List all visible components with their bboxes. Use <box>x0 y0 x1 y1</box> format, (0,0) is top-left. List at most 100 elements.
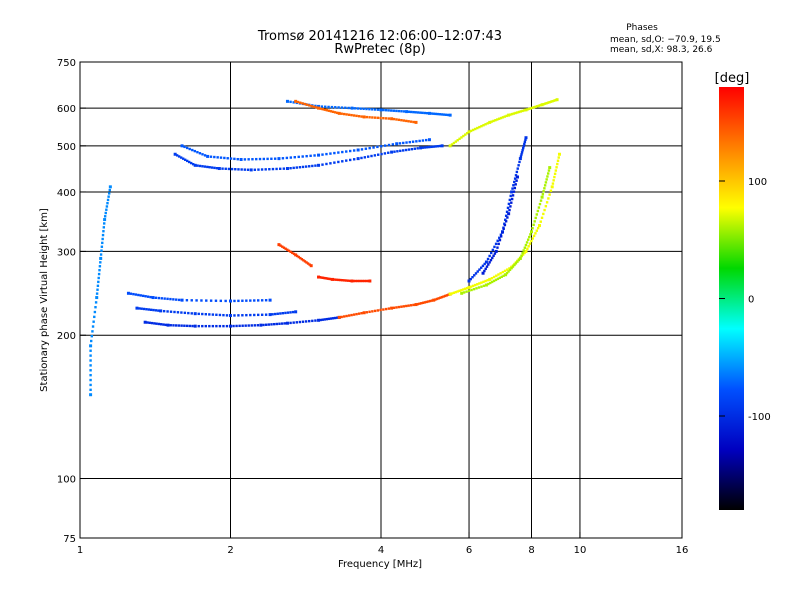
trace-dot <box>183 158 187 161</box>
trace-dot <box>498 236 501 239</box>
trace-dot <box>201 324 204 328</box>
trace-dot <box>425 111 429 115</box>
colorbar-label: [deg] <box>715 71 750 86</box>
data-point <box>427 138 431 142</box>
trace-dot <box>541 193 545 196</box>
data-point <box>362 311 366 315</box>
data-point <box>180 298 184 302</box>
data-point <box>229 299 232 303</box>
trace-dot <box>421 139 425 142</box>
data-point <box>337 315 341 319</box>
trace-dot <box>341 160 344 163</box>
y-tick-label: 500 <box>57 142 76 153</box>
trace-dot <box>215 167 219 170</box>
trace-dot <box>301 165 305 169</box>
trace-dot <box>352 313 356 316</box>
trace-dot <box>201 153 204 156</box>
trace-dot <box>253 168 257 171</box>
data-point <box>317 104 321 108</box>
trace-dot <box>496 239 499 243</box>
trace-dot <box>197 324 200 328</box>
trace-dot <box>218 324 222 328</box>
trace-dot <box>163 297 166 300</box>
trace-dot <box>208 313 211 316</box>
trace-dot <box>104 211 107 215</box>
trace-dot <box>430 112 433 115</box>
trace-dot <box>296 100 300 104</box>
trace-dot <box>253 313 256 317</box>
trace-dot <box>203 165 207 168</box>
data-point <box>390 150 394 154</box>
trace-dot <box>339 278 342 282</box>
trace-dot <box>492 279 496 283</box>
trace-dot <box>536 209 540 213</box>
trace-dot <box>465 132 469 135</box>
trace-dot <box>154 309 158 312</box>
phase-trace <box>481 175 519 275</box>
data-point <box>317 318 321 322</box>
trace-dot <box>289 321 292 325</box>
trace-dot <box>203 154 207 157</box>
trace-dot <box>147 308 151 311</box>
trace-dot <box>523 251 526 255</box>
trace-dot <box>211 313 215 316</box>
trace-dot <box>545 102 548 105</box>
trace-dot <box>96 284 100 288</box>
data-point <box>432 298 436 302</box>
phase-trace <box>448 152 561 296</box>
trace-dot <box>482 280 485 284</box>
trace-dot <box>306 262 310 265</box>
trace-dot <box>399 149 402 153</box>
trace-dot <box>100 249 103 252</box>
trace-dot <box>513 263 516 267</box>
trace-dot <box>425 146 429 149</box>
x-tick-label: 10 <box>574 545 587 556</box>
trace-dot <box>513 186 517 190</box>
trace-dot <box>221 167 224 170</box>
trace-dot <box>402 110 406 113</box>
trace-dot <box>169 324 172 327</box>
trace-dot <box>373 309 377 313</box>
trace-dot <box>423 111 427 115</box>
data-point <box>317 163 321 167</box>
data-point <box>448 292 452 296</box>
data-point <box>467 285 471 289</box>
trace-dot <box>134 293 138 296</box>
trace-dot <box>347 113 351 116</box>
trace-dot <box>296 254 299 258</box>
data-point <box>515 175 519 179</box>
trace-dot <box>515 170 519 174</box>
trace-dot <box>107 195 110 198</box>
trace-dot <box>452 141 456 145</box>
stats-heading: Phases <box>626 23 658 33</box>
data-point <box>524 108 528 112</box>
trace-dot <box>337 278 340 282</box>
data-point <box>368 279 372 283</box>
trace-dot <box>514 262 518 265</box>
trace-dot <box>528 107 531 111</box>
data-point <box>427 111 431 115</box>
trace-dot <box>322 276 326 280</box>
trace-dot <box>379 308 382 312</box>
trace-dot <box>476 270 479 273</box>
trace-dot <box>145 308 148 311</box>
trace-dot <box>327 105 330 109</box>
trace-dot <box>89 369 92 372</box>
trace-dot <box>233 157 236 161</box>
trace-dot <box>499 272 502 275</box>
trace-dot <box>359 279 363 283</box>
trace-dot <box>222 324 225 328</box>
trace-dot <box>245 299 248 302</box>
trace-dot <box>270 157 273 160</box>
x-tick-label: 1 <box>77 545 83 556</box>
trace-dot <box>371 116 374 119</box>
trace-dot <box>292 166 295 170</box>
trace-dot <box>365 279 368 283</box>
x-tick-label: 16 <box>676 545 689 556</box>
trace-dot <box>97 276 100 280</box>
trace-dot <box>499 116 503 120</box>
trace-dot <box>517 258 521 262</box>
data-point <box>356 148 360 152</box>
trace-dot <box>211 324 215 328</box>
trace-dot <box>185 159 189 163</box>
